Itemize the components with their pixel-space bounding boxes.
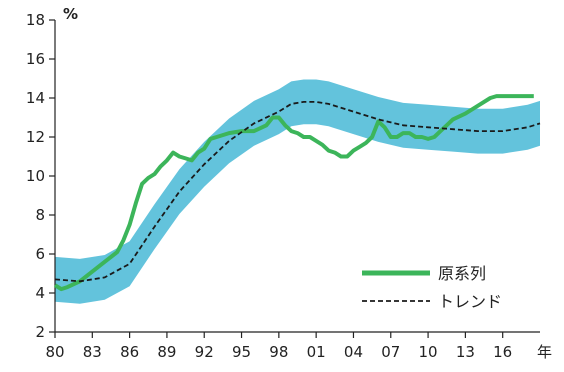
series-line-trend [54, 101, 541, 283]
y-tick-label: 2 [35, 323, 45, 341]
x-tick-label: 13 [456, 343, 475, 361]
x-tick-label: 04 [344, 343, 363, 361]
x-tick-label: 92 [195, 343, 214, 361]
y-axis-unit-label: % [63, 5, 78, 23]
x-tick-label: 01 [307, 343, 326, 361]
y-tick-label: 10 [26, 167, 45, 185]
x-tick-label: 10 [419, 343, 438, 361]
x-tick-label: 83 [83, 343, 102, 361]
series [53, 94, 541, 292]
legend: 原系列 トレンド [362, 264, 502, 311]
y-tick-label: 8 [35, 206, 45, 224]
y-tick-label: 14 [26, 89, 45, 107]
y-tick-label: 6 [35, 245, 45, 263]
x-tick-label: 80 [45, 343, 64, 361]
x-tick-label: 95 [232, 343, 251, 361]
x-tick-label: 98 [269, 343, 288, 361]
series-line-original [53, 94, 534, 292]
x-axis-ticks: 80 83 86 89 92 95 98 01 04 07 10 13 16 [45, 332, 512, 361]
y-axis-ticks: 2 4 6 8 10 12 14 16 18 [26, 11, 55, 341]
y-tick-label: 12 [26, 128, 45, 146]
y-tick-label: 4 [35, 284, 45, 302]
legend-label-original: 原系列 [438, 264, 486, 283]
legend-label-trend: トレンド [438, 292, 502, 311]
x-tick-label: 86 [120, 343, 139, 361]
y-tick-label: 16 [26, 50, 45, 68]
x-axis-unit-label: 年 [537, 343, 552, 361]
x-tick-label: 07 [381, 343, 400, 361]
y-tick-label: 18 [26, 11, 45, 29]
x-tick-label: 16 [493, 343, 512, 361]
x-tick-label: 89 [157, 343, 176, 361]
